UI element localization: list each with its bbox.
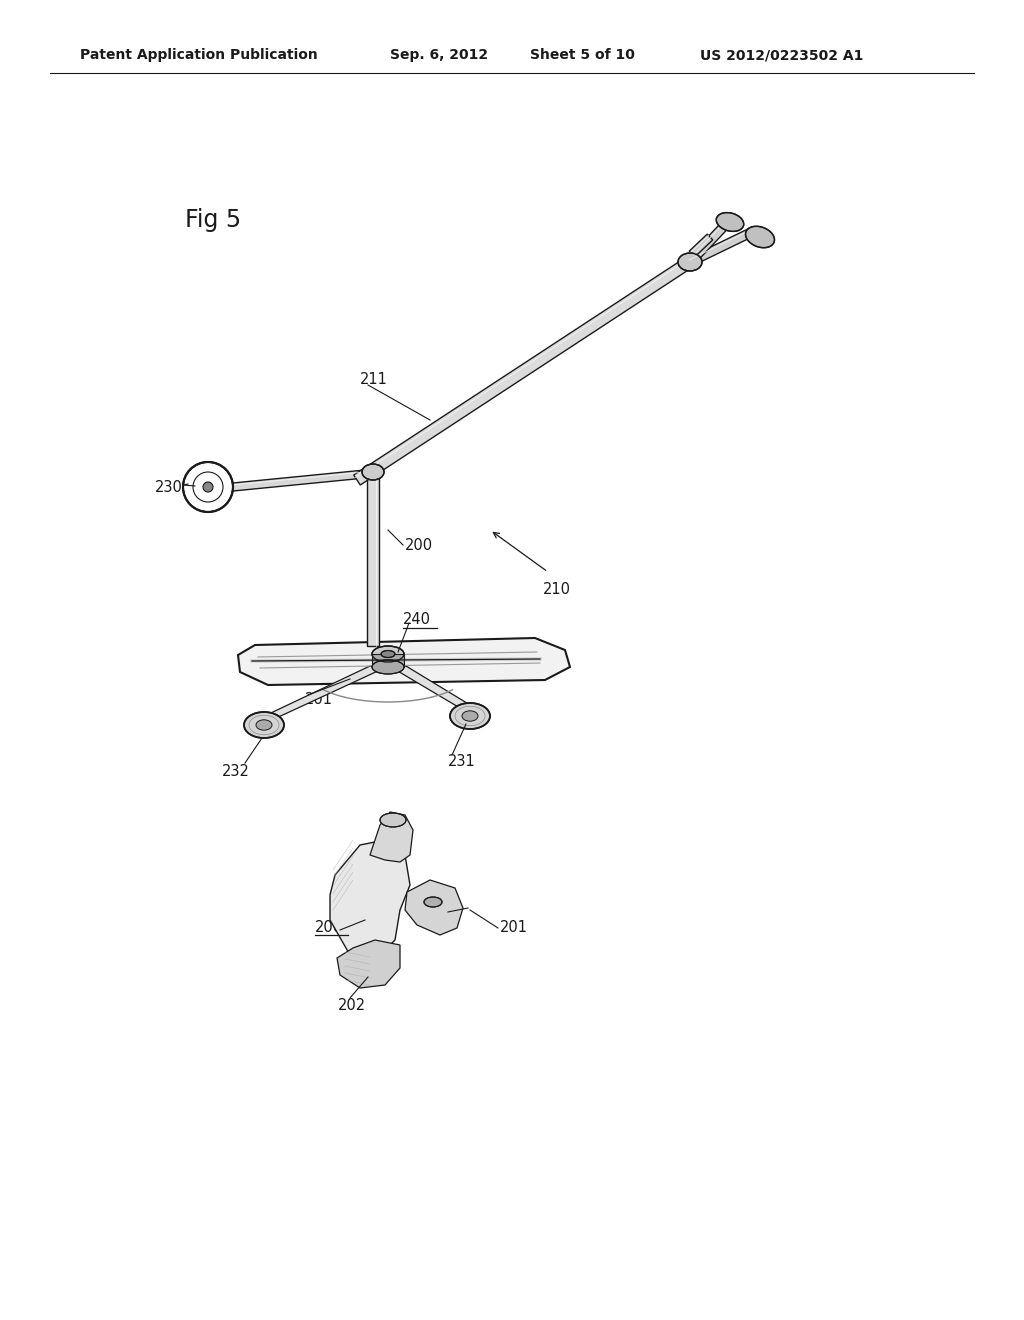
Polygon shape <box>689 234 713 257</box>
Polygon shape <box>232 470 366 491</box>
Text: 202: 202 <box>338 998 367 1012</box>
Polygon shape <box>688 228 754 267</box>
Polygon shape <box>396 667 480 711</box>
Polygon shape <box>372 653 404 667</box>
Ellipse shape <box>380 813 406 828</box>
Text: 210: 210 <box>543 582 571 598</box>
Text: Patent Application Publication: Patent Application Publication <box>80 49 317 62</box>
Ellipse shape <box>183 462 233 512</box>
Ellipse shape <box>381 651 395 657</box>
Polygon shape <box>330 840 410 960</box>
Polygon shape <box>337 940 400 987</box>
Text: 230: 230 <box>155 479 183 495</box>
Text: 232: 232 <box>222 764 250 780</box>
Ellipse shape <box>256 719 272 730</box>
Ellipse shape <box>362 465 384 480</box>
Text: 240: 240 <box>403 612 431 627</box>
Polygon shape <box>238 638 570 685</box>
Ellipse shape <box>372 660 404 675</box>
Text: US 2012/0223502 A1: US 2012/0223502 A1 <box>700 49 863 62</box>
Text: 231: 231 <box>449 755 476 770</box>
Ellipse shape <box>372 645 404 663</box>
Ellipse shape <box>424 898 442 907</box>
Text: 211: 211 <box>360 372 388 388</box>
Ellipse shape <box>716 213 743 231</box>
Ellipse shape <box>450 704 490 729</box>
Ellipse shape <box>745 226 774 248</box>
Ellipse shape <box>462 710 478 721</box>
Ellipse shape <box>203 482 213 492</box>
Ellipse shape <box>244 711 284 738</box>
Polygon shape <box>353 260 688 484</box>
Polygon shape <box>692 219 731 260</box>
Text: 200: 200 <box>315 920 343 935</box>
Polygon shape <box>406 880 463 935</box>
Polygon shape <box>370 812 413 862</box>
Polygon shape <box>367 473 379 645</box>
Ellipse shape <box>678 253 702 271</box>
Text: Sheet 5 of 10: Sheet 5 of 10 <box>530 49 635 62</box>
Text: Fig 5: Fig 5 <box>185 209 241 232</box>
Text: 201: 201 <box>500 920 528 936</box>
Polygon shape <box>256 667 380 719</box>
Text: 201: 201 <box>305 693 333 708</box>
Text: 200: 200 <box>406 537 433 553</box>
Text: Sep. 6, 2012: Sep. 6, 2012 <box>390 49 488 62</box>
